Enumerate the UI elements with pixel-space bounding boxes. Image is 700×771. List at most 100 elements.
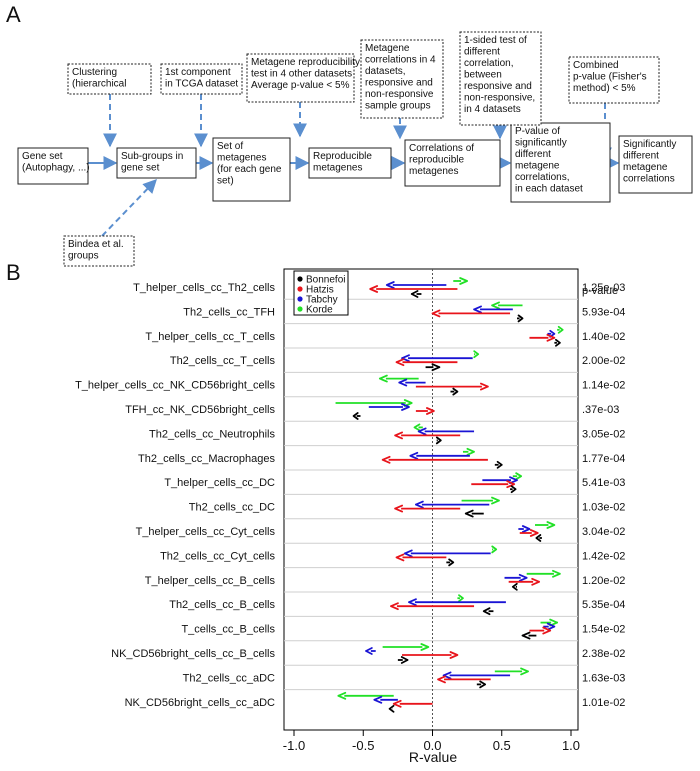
flowchart-box-text: in 4 datasets (464, 104, 521, 115)
flowchart-box-text: test in 4 other datasets (251, 69, 352, 80)
legend-item-hatzis: Hatzis (297, 285, 334, 296)
flowchart-box-border (510, 122, 611, 203)
flowchart-box-bindea: Bindea et al.groups (63, 235, 135, 267)
row-pvalue: 5.41e-03 (582, 477, 625, 489)
arrow-tabchy (385, 281, 447, 289)
panel-b: B T_helper_cells_cc_Th2_cells 1.25e-03 Th2… (6, 260, 625, 765)
legend-item-korde: Korde (297, 305, 333, 316)
flowchart-box-text: Metagene reproducibility (251, 57, 360, 68)
row-label: Th2_cells_cc_Neutrophils (149, 428, 275, 440)
row-label: Th2_cells_cc_Cyt_cells (160, 550, 275, 562)
arrow-korde (557, 325, 564, 334)
row-label: T_helper_cells_cc_NK_CD56bright_cells (75, 380, 275, 392)
arrow-tabchy (417, 427, 475, 436)
x-tick-label: 0.5 (493, 738, 511, 753)
arrow-tabchy (408, 598, 506, 607)
row-label: T_helper_cells_cc_Cyt_cells (136, 526, 276, 538)
panel-a-letter: A (6, 2, 21, 27)
x-tick-label: -0.5 (352, 738, 374, 753)
arrow-hatzis (392, 699, 433, 708)
row-label: Th2_cells_cc_T_cells (170, 355, 276, 367)
row-pvalue: 1.63e-03 (582, 672, 625, 684)
flowchart-box-border (360, 39, 444, 119)
row-label: NK_CD56bright_cells_cc_aDC (125, 697, 275, 709)
arrow-korde (534, 521, 556, 529)
legend-dot (297, 296, 303, 302)
flowchart-box-text: Metagene (365, 43, 410, 54)
arrow-hatzis (394, 504, 461, 513)
legend-label: Bonnefoi (306, 275, 345, 286)
arrow-bonnefoi (388, 704, 395, 713)
flowchart-box-gene-set: Gene set(Autophagy, ...) (17, 147, 90, 185)
arrow-bonnefoi (511, 582, 518, 591)
flowchart-box-border (212, 137, 291, 202)
arrow-hatzis (415, 407, 435, 415)
flowchart-arrow (101, 178, 157, 237)
arrow-korde (491, 301, 523, 310)
flowchart-box-text: correlation, (464, 58, 513, 69)
arrow-bonnefoi (494, 460, 503, 469)
legend-label: Hatzis (306, 285, 334, 296)
arrow-bonnefoi (446, 558, 455, 567)
chart-row: Th2_cells_cc_DC 1.03e-02 (189, 496, 625, 518)
flowchart-box-text: different (623, 151, 659, 162)
chart-row: T_helper_cells_cc_Th2_cells 1.25e-03 (133, 277, 625, 298)
row-pvalue: 1.20e-02 (582, 575, 625, 587)
chart-row: T_helper_cells_cc_Cyt_cells 3.04e-02 (136, 521, 625, 542)
chart-row: T_helper_cells_cc_DC 5.41e-03 (164, 472, 625, 494)
arrow-bonnefoi (516, 314, 524, 323)
flowchart-box-text: correlations, (515, 172, 569, 183)
arrow-hatzis (381, 455, 488, 464)
flowchart-box-text: Clustering (72, 67, 117, 78)
row-label: T_helper_cells_cc_B_cells (145, 575, 276, 587)
flowchart-box-significant: Significantlydifferentmetagenecorrelatio… (618, 135, 693, 194)
flowchart-box-border (160, 63, 243, 95)
arrow-bonnefoi (476, 680, 487, 689)
flowchart-box-text: Combined (573, 60, 619, 71)
flowchart-box-text: (for each gene (217, 164, 282, 175)
arrow-tabchy (403, 549, 491, 558)
row-label: T_helper_cells_cc_T_cells (145, 331, 275, 343)
arrow-tabchy (414, 500, 490, 509)
flowchart-box-border (308, 147, 392, 179)
flowchart-box-text: 1-sided test of (464, 35, 527, 46)
flowchart-connectors (88, 94, 620, 237)
flowchart-box-text: Reproducible (313, 151, 372, 162)
row-label: T_helper_cells_cc_DC (164, 477, 275, 489)
arrow-tabchy (409, 451, 470, 460)
flowchart-box-text: metagenes (313, 163, 362, 174)
arrow-korde (491, 545, 498, 554)
legend-item-tabchy: Tabchy (297, 295, 338, 306)
flowchart-boxes: Gene set(Autophagy, ...) Sub-groups ingen… (17, 31, 693, 267)
arrow-hatzis (431, 309, 511, 318)
row-label: Th2_cells_cc_Macrophages (138, 453, 275, 465)
row-pvalue: 1.01e-02 (582, 697, 625, 709)
flowchart-box-border (67, 63, 152, 95)
arrow-korde (457, 594, 464, 603)
x-tick-label: -1.0 (283, 738, 305, 753)
row-label: Th2_cells_cc_B_cells (169, 599, 275, 611)
panel-a: A Gene set(Autophagy, ...)Sub-groups ing… (6, 2, 693, 267)
row-pvalue: 1.42e-02 (582, 550, 625, 562)
arrow-korde (461, 496, 500, 505)
flowchart-box-text: different (464, 47, 500, 58)
flowchart-box-text: metagenes (409, 166, 458, 177)
flowchart-box-border (404, 139, 501, 187)
flowchart-box-text: significantly (515, 138, 567, 149)
arrow-bonnefoi (464, 509, 484, 518)
arrow-hatzis (508, 577, 541, 586)
arrow-tabchy (398, 378, 426, 387)
x-axis: -1.0 -0.5 0.0 0.5 1.0 (283, 729, 580, 753)
arrow-korde (413, 423, 423, 432)
flowchart-box-text: sample groups (365, 101, 431, 112)
arrow-hatzis (529, 333, 556, 342)
arrow-tabchy (504, 573, 528, 582)
legend-label: Korde (306, 305, 333, 316)
chart-row: NK_CD56bright_cells_cc_B_cells 2.38e-02 (111, 643, 625, 664)
flowchart-box-text: datasets, (365, 66, 406, 77)
